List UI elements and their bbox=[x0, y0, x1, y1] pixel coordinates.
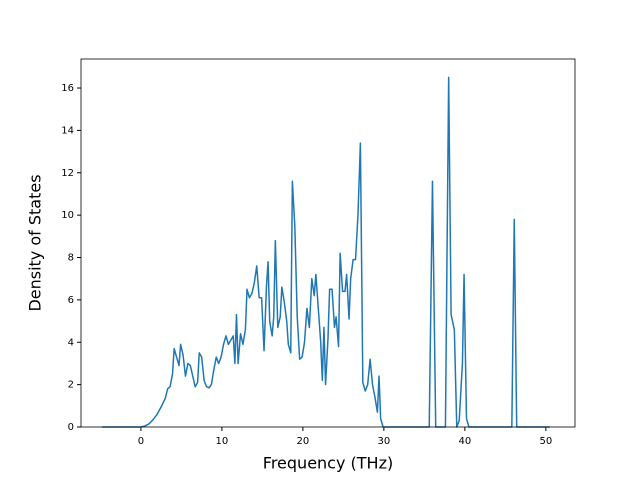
y-tick-label: 8 bbox=[68, 253, 74, 264]
y-tick-label: 12 bbox=[61, 168, 74, 179]
y-tick-label: 10 bbox=[61, 210, 74, 221]
x-tick-label: 10 bbox=[216, 436, 229, 447]
y-tick-label: 0 bbox=[68, 422, 74, 433]
y-tick-label: 2 bbox=[68, 380, 74, 391]
x-tick-label: 0 bbox=[138, 436, 144, 447]
x-tick-label: 20 bbox=[297, 436, 310, 447]
x-tick-label: 50 bbox=[539, 436, 552, 447]
y-tick-label: 16 bbox=[61, 83, 74, 94]
x-tick-label: 30 bbox=[378, 436, 391, 447]
y-tick-label: 4 bbox=[68, 337, 74, 348]
plot-frame bbox=[80, 58, 576, 428]
y-tick-label: 6 bbox=[68, 295, 74, 306]
line-series bbox=[102, 76, 550, 428]
y-tick-label: 14 bbox=[61, 125, 74, 136]
y-axis-label: Density of States bbox=[26, 174, 45, 311]
x-axis-label: Frequency (THz) bbox=[263, 454, 393, 473]
x-tick-label: 40 bbox=[458, 436, 471, 447]
